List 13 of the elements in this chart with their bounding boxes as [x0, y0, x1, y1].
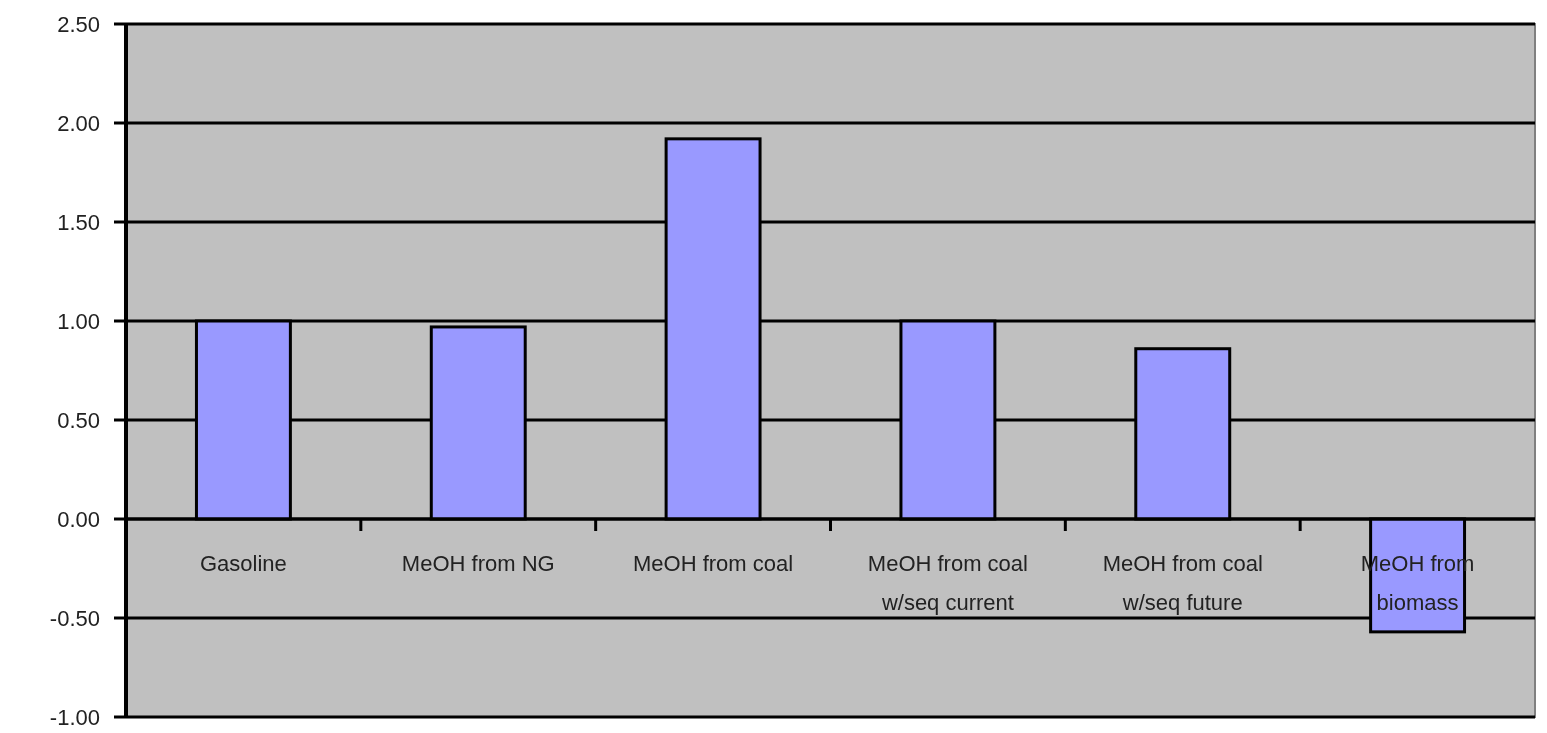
- x-tick-label: MeOH from coal w/seq current: [867, 551, 1028, 615]
- y-tick-label: -0.50: [49, 605, 100, 631]
- y-tick-label: -1.00: [49, 704, 100, 730]
- y-tick-label: 0.50: [57, 407, 100, 433]
- y-tick-label: 0.00: [57, 506, 100, 532]
- y-tick-label: 2.50: [57, 11, 100, 37]
- x-tick-label: MeOH from NG: [401, 551, 555, 576]
- y-tick-label: 1.50: [57, 209, 100, 235]
- y-tick-label: 1.00: [57, 308, 100, 334]
- x-tick-label: MeOH from coal w/seq future: [1102, 551, 1263, 615]
- x-tick-label: MeOH from coal: [633, 551, 794, 576]
- x-tick-label: Gasoline: [199, 551, 287, 576]
- y-tick-label: 2.00: [57, 110, 100, 136]
